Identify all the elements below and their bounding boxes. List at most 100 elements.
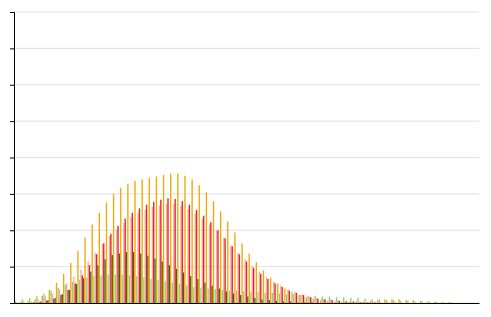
- bar: [263, 270, 264, 303]
- bar: [86, 278, 87, 303]
- bar: [314, 296, 315, 303]
- bar: [73, 277, 74, 303]
- bar: [122, 275, 123, 303]
- bar: [361, 303, 362, 304]
- bar: [468, 303, 469, 304]
- bar: [46, 301, 47, 303]
- bar: [453, 303, 454, 304]
- bar: [120, 188, 121, 303]
- bar: [224, 238, 225, 303]
- bar: [43, 294, 44, 303]
- tick-mark: [10, 194, 14, 195]
- bar: [49, 290, 50, 303]
- bar: [460, 303, 461, 304]
- bar: [87, 262, 88, 303]
- bar: [72, 282, 73, 303]
- tick-mark: [10, 303, 14, 304]
- bar: [107, 275, 108, 303]
- bar: [58, 288, 59, 303]
- bar: [424, 303, 425, 304]
- bar: [436, 302, 437, 303]
- bar: [45, 296, 46, 303]
- bar: [95, 253, 96, 303]
- bar: [451, 303, 452, 304]
- bar: [162, 262, 163, 303]
- bar: [220, 211, 221, 303]
- bar: [50, 291, 51, 303]
- bar: [230, 246, 231, 303]
- bar: [215, 289, 216, 303]
- bar: [404, 303, 405, 304]
- bar: [353, 302, 354, 303]
- bar: [309, 296, 310, 303]
- bar: [29, 298, 30, 303]
- bar: [147, 256, 148, 303]
- bar: [133, 252, 134, 303]
- bar: [296, 293, 297, 303]
- bar: [54, 298, 55, 303]
- bar: [110, 234, 111, 303]
- bar: [156, 176, 157, 303]
- bar: [141, 179, 142, 303]
- bar: [103, 243, 104, 303]
- bar: [30, 301, 31, 303]
- bar: [366, 302, 367, 303]
- bar: [253, 268, 254, 303]
- bar: [211, 286, 212, 303]
- tick: [10, 12, 14, 13]
- bar: [386, 300, 387, 303]
- bar: [89, 265, 90, 303]
- grid-line: [14, 48, 479, 49]
- tick: [10, 303, 14, 304]
- bar: [272, 293, 273, 303]
- bar: [139, 208, 140, 303]
- bar: [63, 274, 64, 303]
- bar: [186, 286, 187, 303]
- bar: [232, 246, 233, 303]
- bar: [249, 254, 250, 303]
- bar: [274, 283, 275, 303]
- bar: [360, 302, 361, 303]
- bar: [348, 302, 349, 303]
- bar: [394, 302, 395, 303]
- bar: [443, 302, 444, 303]
- grid-line: [14, 157, 479, 158]
- bar: [257, 292, 258, 303]
- bar: [326, 303, 327, 304]
- bar: [426, 303, 427, 304]
- bar: [33, 302, 34, 303]
- bar: [346, 302, 347, 303]
- bar: [97, 265, 98, 303]
- axis-line: [10, 13, 15, 304]
- bar: [196, 210, 197, 303]
- bar: [241, 243, 242, 303]
- bar: [266, 277, 267, 303]
- bar: [256, 262, 257, 303]
- bar: [239, 254, 240, 303]
- bar: [363, 302, 364, 303]
- bar: [466, 303, 467, 304]
- bar: [207, 288, 208, 303]
- bar: [261, 299, 262, 303]
- bar: [441, 302, 442, 303]
- bar: [223, 238, 224, 303]
- bar: [430, 303, 431, 304]
- bar: [470, 303, 471, 304]
- bar: [372, 299, 373, 303]
- bar: [311, 302, 312, 303]
- bar: [397, 303, 398, 304]
- bar: [347, 303, 348, 304]
- bar: [189, 205, 190, 303]
- bar: [413, 300, 414, 303]
- bar: [143, 278, 144, 303]
- grid-line: [14, 230, 479, 231]
- bar: [67, 290, 68, 303]
- bar: [163, 175, 164, 303]
- bar: [387, 302, 388, 303]
- bar: [177, 174, 178, 303]
- bar: [62, 294, 63, 303]
- bar: [60, 295, 61, 303]
- bar: [329, 296, 330, 303]
- bar: [280, 286, 281, 303]
- bar: [343, 297, 344, 303]
